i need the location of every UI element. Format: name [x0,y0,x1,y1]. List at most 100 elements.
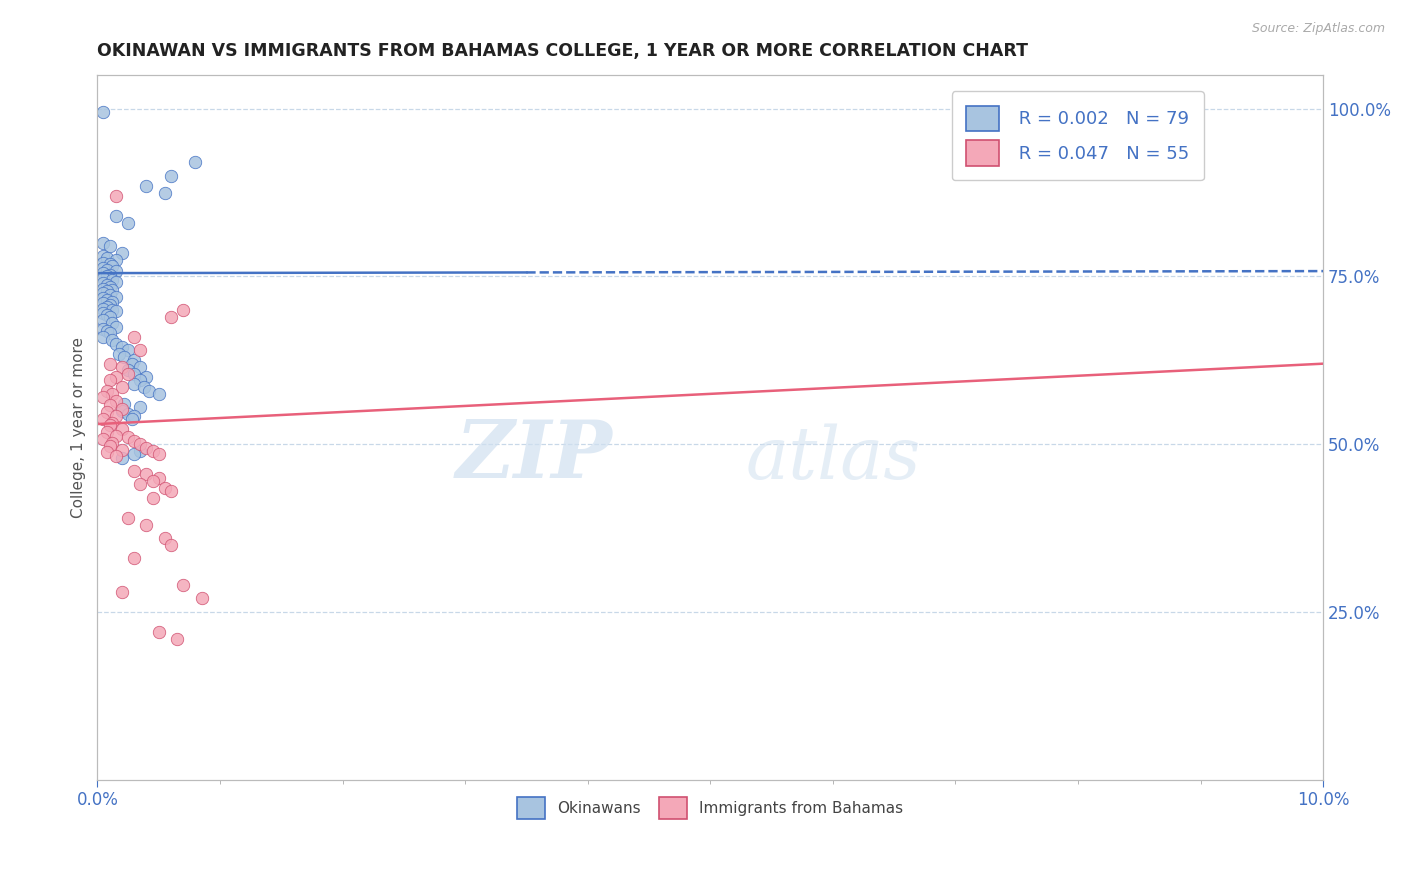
Point [135,370,157,384]
Point [153,186,176,200]
Point [96,384,118,398]
Point [96,445,118,459]
Point [98,288,121,302]
Point [141,474,163,488]
Point [184,155,207,169]
Point [93,291,115,305]
Point [104,409,127,423]
Point [166,632,188,646]
Point [190,591,212,606]
Point [93,390,115,404]
Point [122,464,145,478]
Point [93,322,115,336]
Point [101,260,124,274]
Point [93,261,115,276]
Point [93,411,115,425]
Point [98,268,121,282]
Point [96,325,118,339]
Point [96,262,118,277]
Point [104,252,127,267]
Point [96,284,118,298]
Point [104,275,127,289]
Point [96,300,118,314]
Point [96,425,118,439]
Legend: Okinawans, Immigrants from Bahamas: Okinawans, Immigrants from Bahamas [512,791,910,825]
Point [129,343,152,358]
Point [101,435,124,450]
Y-axis label: College, 1 year or more: College, 1 year or more [72,337,86,518]
Point [172,303,194,318]
Point [112,350,135,364]
Point [93,296,115,310]
Point [104,319,127,334]
Point [111,584,134,599]
Point [104,289,127,303]
Point [111,359,134,374]
Point [104,429,127,443]
Point [160,310,183,324]
Point [111,402,134,417]
Point [104,189,127,203]
Point [135,178,157,193]
Point [104,264,127,278]
Point [104,370,127,384]
Point [117,216,139,230]
Point [93,306,115,320]
Point [111,246,134,260]
Point [122,434,145,448]
Point [98,326,121,341]
Point [148,447,170,461]
Point [101,273,124,287]
Point [98,418,121,433]
Point [98,398,121,412]
Point [104,304,127,318]
Point [93,270,115,285]
Point [117,363,139,377]
Point [129,374,152,388]
Point [96,293,118,307]
Point [104,209,127,223]
Point [141,443,163,458]
Point [98,438,121,452]
Point [122,330,145,344]
Point [129,437,152,451]
Point [117,343,139,358]
Point [153,531,176,545]
Point [93,301,115,316]
Point [111,403,134,417]
Point [148,387,170,401]
Point [135,441,157,455]
Point [104,393,127,408]
Point [101,303,124,318]
Point [93,256,115,270]
Point [122,353,145,368]
Point [121,411,143,425]
Point [129,359,152,374]
Point [135,467,157,482]
Point [96,277,118,292]
Point [122,376,145,391]
Point [148,625,170,640]
Point [96,309,118,323]
Point [132,380,155,394]
Point [160,169,183,183]
Point [122,447,145,461]
Point [111,450,134,465]
Text: ZIP: ZIP [456,417,612,494]
Point [111,422,134,436]
Point [160,484,183,499]
Point [96,269,118,284]
Point [93,266,115,280]
Point [98,298,121,312]
Point [101,317,124,331]
Point [153,481,176,495]
Point [129,477,152,491]
Point [122,409,145,423]
Point [104,449,127,463]
Point [111,380,134,394]
Point [121,357,143,371]
Point [93,432,115,446]
Point [111,340,134,354]
Text: Source: ZipAtlas.com: Source: ZipAtlas.com [1251,22,1385,36]
Point [98,357,121,371]
